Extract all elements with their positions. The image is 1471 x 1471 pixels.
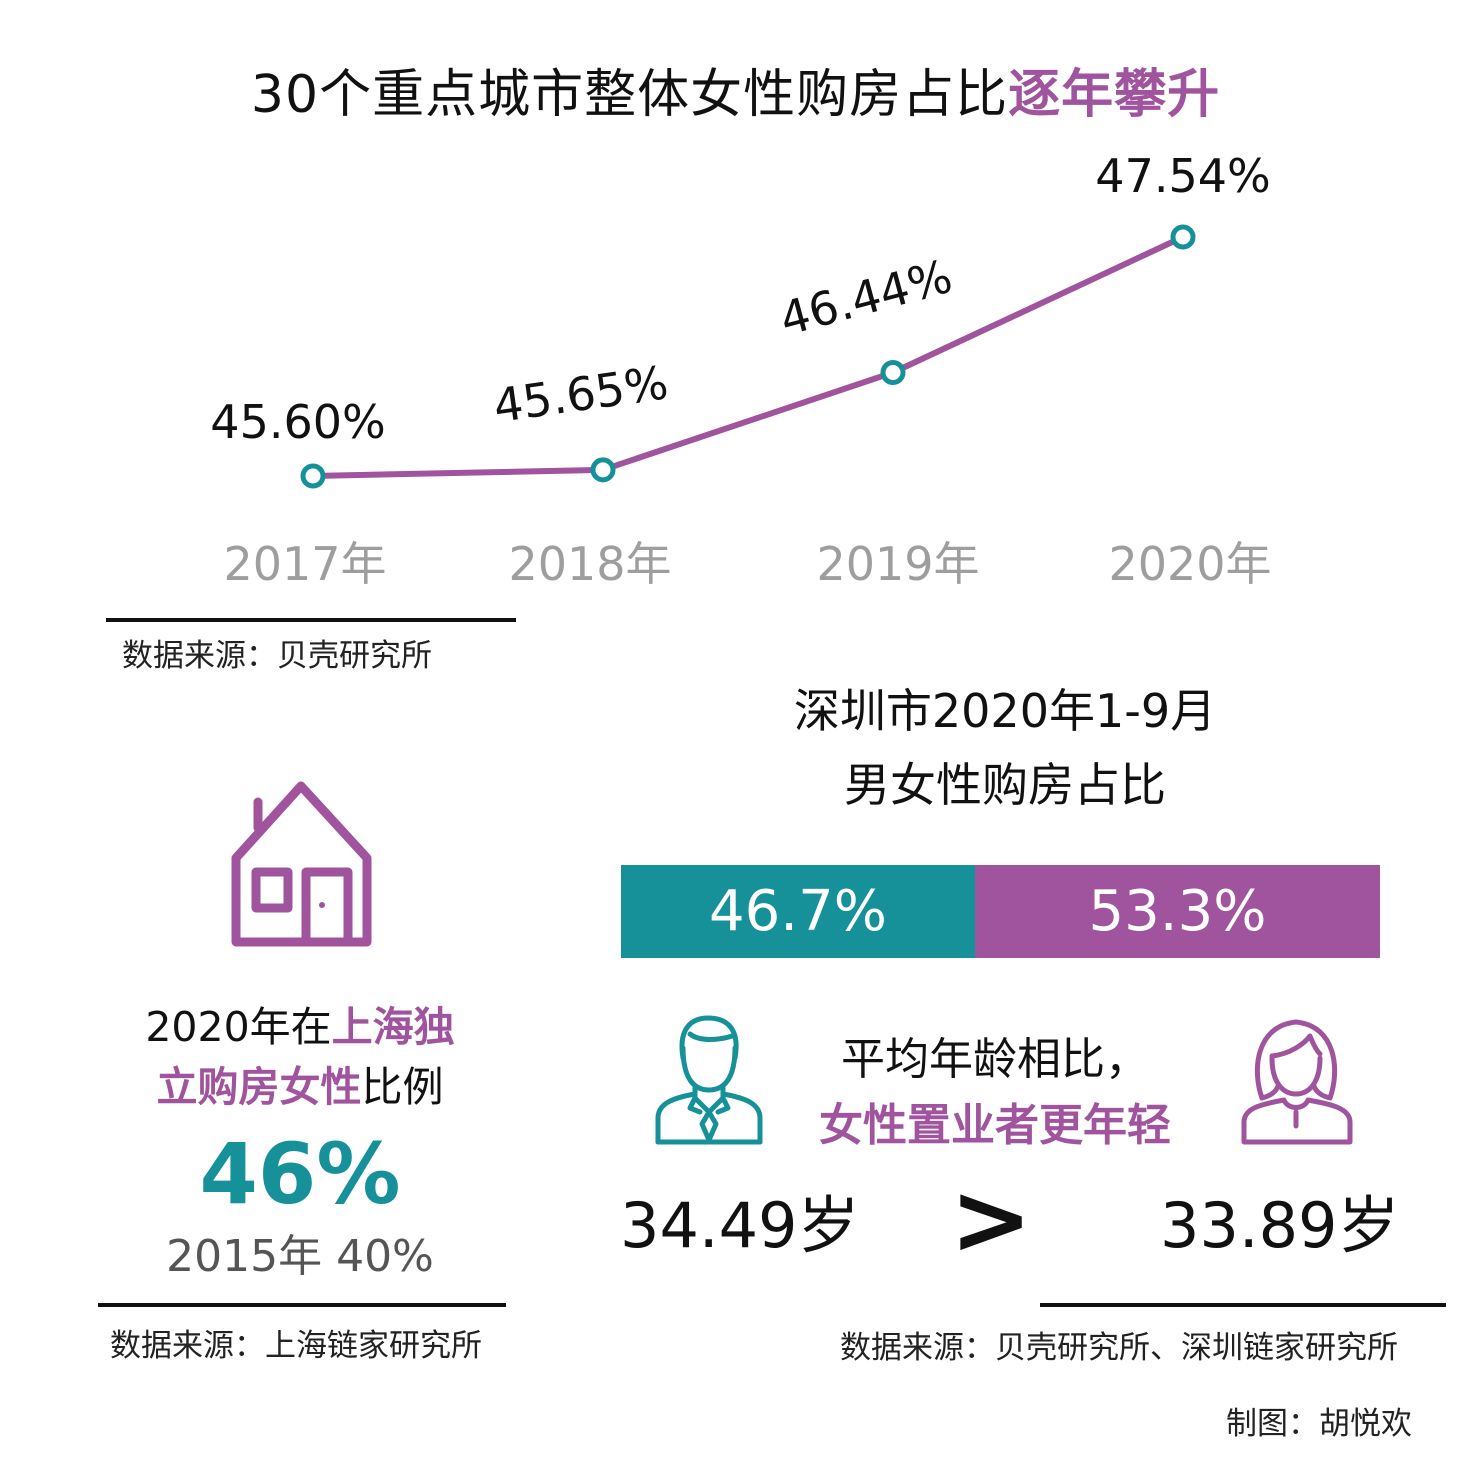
line-chart: 45.60% 45.65% 46.44% 47.54% 2017年 2018年 2019年 2…: [210, 149, 1271, 591]
source-note-3: 数据来源：贝壳研究所、深圳链家研究所: [840, 1330, 1398, 1366]
female-average-age: 33.89岁: [1160, 1189, 1400, 1262]
data-point: [300, 463, 326, 489]
age-compare-line1: 平均年龄相比，: [841, 1034, 1149, 1085]
shanghai-previous: 2015年 40%: [166, 1231, 434, 1282]
x-tick-label: 2018年: [508, 537, 671, 591]
shanghai-line1-prefix: 2020年在: [145, 1003, 332, 1051]
male-share-label: 46.7%: [709, 879, 887, 944]
shenzhen-title-line1: 深圳市2020年1-9月: [793, 684, 1217, 738]
male-share-bar: 46.7%: [621, 865, 975, 958]
data-point: [1170, 224, 1196, 250]
x-tick-label: 2019年: [816, 537, 979, 591]
shanghai-line2-accent: 立购房女性: [156, 1063, 362, 1111]
data-point: [880, 360, 906, 386]
x-tick-label: 2017年: [223, 537, 386, 591]
series-line: [312, 234, 1185, 479]
data-label: 45.65%: [490, 355, 671, 433]
data-label: 46.44%: [774, 249, 957, 347]
age-compare-text: 平均年龄相比， 女性置业者更年轻: [780, 1027, 1210, 1159]
source-divider-1: [106, 618, 516, 622]
data-label: 47.54%: [1095, 149, 1270, 203]
source-divider-2: [98, 1303, 506, 1307]
x-tick-label: 2020年: [1108, 537, 1271, 591]
shanghai-line2-suffix: 比例: [361, 1063, 444, 1111]
data-point: [590, 457, 616, 483]
credit: 制图：胡悦欢: [1226, 1406, 1412, 1442]
male-average-age: 34.49岁: [620, 1189, 860, 1262]
shanghai-line1-accent: 上海独: [331, 1003, 455, 1051]
data-label: 45.60%: [210, 395, 385, 449]
source-note-2: 数据来源：上海链家研究所: [110, 1328, 482, 1364]
female-share-bar: 53.3%: [975, 865, 1380, 958]
shanghai-value: 46%: [199, 1125, 401, 1223]
title-accent: 逐年攀升: [1008, 65, 1221, 125]
shanghai-text: 2020年在上海独 立购房女性比例: [100, 997, 500, 1117]
chart-title: 30个重点城市整体女性购房占比逐年攀升: [0, 52, 1471, 127]
age-compare-line2: 女性置业者更年轻: [819, 1100, 1171, 1151]
source-divider-3: [1040, 1303, 1446, 1307]
shenzhen-title: 深圳市2020年1-9月 男女性购房占比: [620, 674, 1390, 822]
greater-than-sign: >: [950, 1163, 1033, 1277]
shenzhen-title-line2: 男女性购房占比: [844, 758, 1166, 812]
title-main: 30个重点城市整体女性购房占比: [250, 65, 1009, 125]
female-share-label: 53.3%: [1088, 879, 1267, 944]
source-note-1: 数据来源：贝壳研究所: [122, 638, 432, 674]
